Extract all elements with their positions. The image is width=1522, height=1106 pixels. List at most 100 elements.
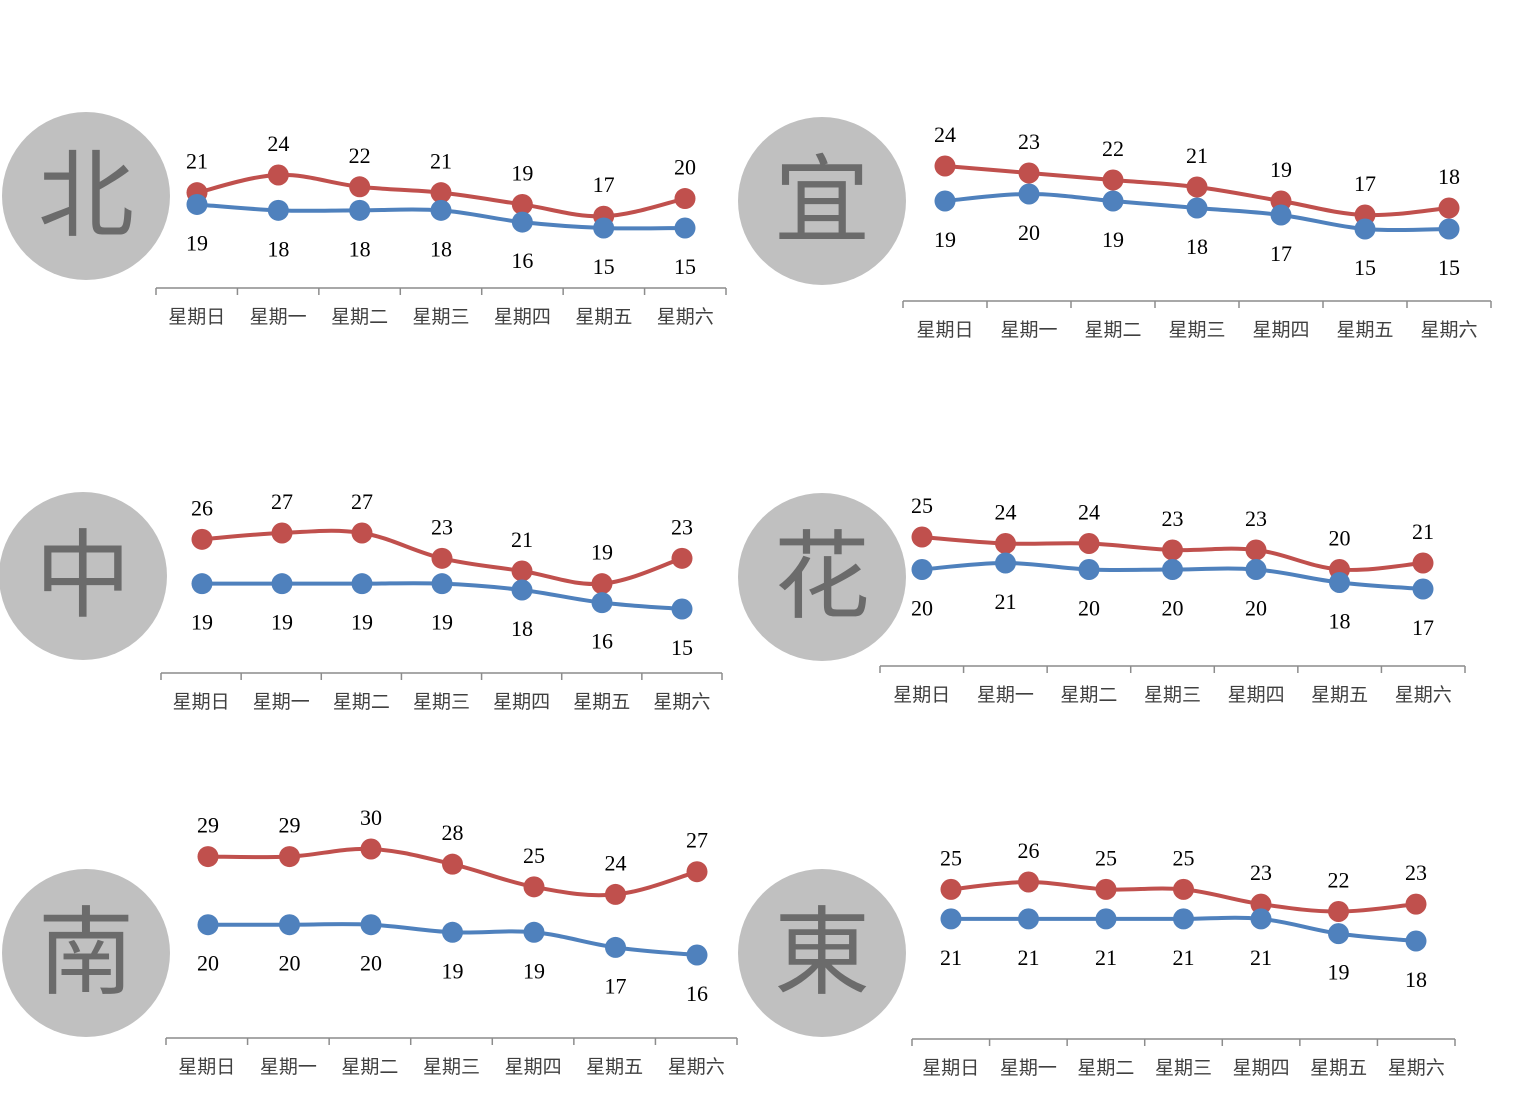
low-temp-point	[1018, 183, 1040, 205]
high-temp-point	[1102, 169, 1124, 191]
high-temp-point	[1328, 901, 1349, 922]
high-temp-label: 19	[591, 540, 613, 565]
x-tick-label: 星期六	[1388, 1057, 1445, 1079]
region-name: 北	[38, 140, 134, 252]
high-temp-point	[1018, 162, 1040, 184]
low-temp-point	[1354, 218, 1376, 240]
low-temp-point	[1250, 908, 1272, 930]
low-temp-label: 19	[523, 958, 545, 983]
low-temp-label: 16	[511, 248, 533, 273]
x-tick-label: 星期二	[333, 691, 390, 713]
low-temp-label: 16	[686, 981, 708, 1006]
x-tick-label: 星期六	[668, 1056, 725, 1078]
x-tick-label: 星期一	[250, 306, 307, 328]
x-tick-label: 星期三	[1168, 319, 1225, 341]
high-temp-point	[267, 164, 289, 186]
low-temp-point	[1162, 559, 1183, 580]
high-temp-label: 17	[1354, 171, 1376, 196]
low-temp-label: 20	[911, 596, 933, 621]
high-temp-point	[431, 547, 453, 569]
x-tick-label: 星期五	[575, 306, 632, 328]
high-temp-point	[686, 861, 708, 883]
x-tick-label: 星期四	[1228, 684, 1285, 706]
low-temp-label: 17	[605, 973, 627, 998]
high-temp-label: 26	[1018, 838, 1040, 863]
x-tick-label: 星期日	[922, 1057, 979, 1079]
x-tick-label: 星期五	[573, 691, 630, 713]
low-temp-label: 19	[1328, 960, 1350, 985]
high-temp-point	[1412, 552, 1434, 574]
high-temp-label: 27	[271, 489, 293, 514]
region-name: 中	[35, 520, 131, 632]
region-badge	[738, 493, 906, 661]
low-temp-label: 19	[191, 610, 213, 635]
low-temp-point	[1078, 559, 1100, 580]
high-temp-label: 23	[431, 514, 453, 539]
low-temp-label: 15	[1438, 255, 1460, 280]
high-temp-point	[940, 878, 962, 900]
low-temp-point	[186, 193, 208, 215]
low-temp-point	[511, 211, 533, 233]
low-temp-point	[279, 914, 300, 936]
low-temp-point	[934, 190, 956, 212]
low-temp-label: 20	[1245, 596, 1267, 621]
x-tick-label: 星期六	[653, 691, 710, 713]
high-temp-label: 21	[186, 149, 208, 174]
high-temp-point	[605, 883, 626, 905]
low-temp-point	[267, 199, 289, 221]
low-temp-point	[1102, 190, 1124, 212]
high-temp-point	[1438, 197, 1460, 219]
high-temp-point	[349, 176, 371, 198]
high-temp-point	[1186, 176, 1208, 198]
high-temp-label: 24	[267, 131, 289, 156]
high-temp-point	[511, 560, 533, 582]
high-temp-label: 25	[1095, 845, 1117, 870]
low-temp-point	[360, 914, 382, 936]
x-tick-label: 星期二	[1084, 319, 1141, 341]
low-temp-label: 17	[1412, 615, 1434, 640]
high-temp-point	[995, 533, 1016, 554]
x-tick-label: 星期五	[1311, 684, 1368, 706]
low-temp-label: 18	[430, 236, 452, 261]
high-temp-point	[442, 853, 463, 875]
x-tick-label: 星期一	[1000, 319, 1057, 341]
low-temp-label: 18	[1329, 609, 1351, 634]
high-temp-label: 20	[1329, 526, 1351, 551]
high-temp-label: 21	[511, 527, 533, 552]
low-temp-point	[197, 914, 219, 936]
high-temp-label: 23	[1018, 129, 1040, 154]
low-temp-point	[191, 573, 213, 595]
low-temp-label: 20	[1018, 220, 1040, 245]
high-temp-label: 18	[1438, 164, 1460, 189]
low-temp-label: 15	[671, 635, 693, 660]
region-name: 東	[774, 897, 870, 1009]
low-temp-point	[430, 199, 452, 221]
x-tick-label: 星期五	[1310, 1057, 1367, 1079]
high-temp-point	[591, 573, 613, 595]
x-tick-label: 星期四	[494, 306, 551, 328]
x-tick-label: 星期四	[505, 1056, 562, 1078]
high-temp-label: 20	[674, 155, 696, 180]
low-temp-point	[1245, 559, 1267, 580]
high-temp-label: 28	[442, 820, 464, 845]
low-temp-point	[1405, 930, 1427, 952]
high-temp-point	[674, 188, 696, 210]
low-temp-point	[1270, 204, 1292, 226]
low-temp-point	[351, 573, 373, 595]
x-tick-label: 星期一	[253, 691, 310, 713]
low-temp-label: 17	[1270, 241, 1292, 266]
x-tick-label: 星期六	[1420, 319, 1477, 341]
low-temp-label: 18	[1405, 967, 1427, 992]
high-temp-point	[1405, 893, 1427, 915]
region-badge	[2, 112, 170, 280]
high-temp-point	[511, 193, 533, 215]
high-temp-label: 21	[1412, 519, 1434, 544]
high-temp-point	[351, 522, 373, 544]
low-temp-label: 20	[360, 951, 382, 976]
high-temp-point	[1245, 539, 1267, 561]
x-tick-label: 星期三	[423, 1056, 480, 1078]
low-temp-label: 21	[995, 589, 1017, 614]
